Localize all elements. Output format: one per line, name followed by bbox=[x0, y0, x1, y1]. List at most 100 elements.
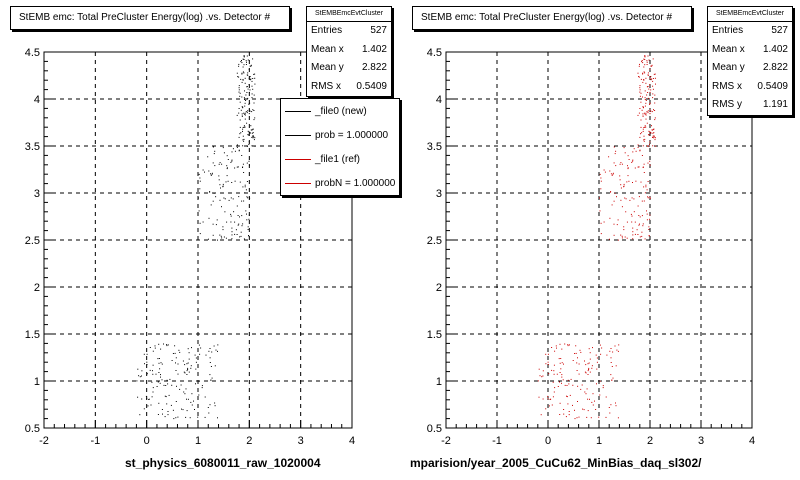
data-point bbox=[158, 358, 160, 359]
data-point bbox=[234, 233, 236, 235]
data-point bbox=[641, 200, 643, 202]
data-point bbox=[600, 222, 602, 224]
data-point bbox=[249, 164, 250, 166]
data-point bbox=[252, 128, 254, 130]
data-point bbox=[649, 77, 651, 79]
y-tick-label: 4 bbox=[436, 94, 442, 106]
data-point bbox=[249, 102, 251, 104]
data-point bbox=[559, 402, 561, 404]
data-point bbox=[653, 128, 655, 130]
stats-value: 1.402 bbox=[762, 43, 788, 55]
data-point bbox=[204, 396, 206, 398]
data-point bbox=[649, 109, 651, 111]
legend-label: _file1 (ref) bbox=[315, 153, 361, 165]
data-point bbox=[160, 362, 162, 364]
data-point bbox=[621, 237, 623, 239]
data-point bbox=[183, 371, 185, 373]
data-point bbox=[202, 169, 204, 171]
data-point bbox=[640, 126, 642, 128]
data-point bbox=[643, 135, 645, 137]
data-point bbox=[201, 387, 203, 389]
data-point bbox=[602, 385, 604, 387]
data-point bbox=[210, 366, 212, 367]
data-point bbox=[625, 198, 627, 200]
data-point bbox=[547, 398, 549, 400]
data-point bbox=[591, 365, 593, 367]
data-point bbox=[542, 398, 544, 400]
data-point bbox=[643, 112, 645, 114]
data-point bbox=[551, 369, 553, 371]
data-point bbox=[212, 200, 214, 202]
data-point bbox=[584, 391, 586, 393]
data-point bbox=[226, 165, 228, 167]
stats-value: 1.191 bbox=[762, 99, 788, 110]
data-point bbox=[549, 399, 551, 400]
data-point bbox=[589, 352, 591, 354]
data-point bbox=[653, 137, 655, 139]
data-point bbox=[556, 347, 557, 349]
data-point bbox=[227, 159, 229, 160]
right-panel: -2 -1 0 1 2 3 4 0.5 1 1.5 2 2.5 3 3.5 4 4.5 StEMB emc: … bbox=[400, 0, 800, 480]
data-point bbox=[644, 113, 646, 115]
y-tick-label: 1 bbox=[436, 376, 442, 388]
data-point bbox=[249, 65, 251, 67]
data-point bbox=[652, 80, 654, 82]
data-point bbox=[174, 345, 176, 347]
data-point bbox=[646, 219, 648, 221]
data-point bbox=[624, 152, 626, 154]
data-point bbox=[616, 196, 617, 198]
data-point bbox=[219, 234, 221, 236]
data-point bbox=[172, 409, 174, 411]
data-point bbox=[160, 348, 162, 350]
data-point bbox=[241, 96, 243, 98]
data-point bbox=[211, 172, 213, 174]
data-point bbox=[577, 401, 578, 402]
right-plot-title: StEMB emc: Total PreCluster Energy(log) … bbox=[412, 6, 692, 30]
data-point bbox=[143, 353, 145, 355]
data-point bbox=[620, 187, 622, 189]
data-point bbox=[238, 223, 240, 225]
data-point bbox=[615, 150, 617, 152]
data-point bbox=[566, 395, 567, 397]
data-point bbox=[239, 101, 241, 103]
data-point bbox=[252, 137, 254, 139]
data-point bbox=[186, 363, 188, 365]
data-point bbox=[201, 385, 203, 387]
data-point bbox=[243, 55, 245, 57]
data-point bbox=[225, 181, 227, 183]
data-point bbox=[642, 106, 644, 108]
legend-label: _file0 (new) bbox=[315, 105, 367, 117]
data-point bbox=[643, 200, 645, 202]
left-stats-box: StEMBEmcEvtCluster Entries 527 Mean x 1.… bbox=[306, 6, 392, 97]
data-point bbox=[223, 152, 225, 154]
y-tick-label: 3 bbox=[34, 188, 40, 200]
data-point bbox=[615, 402, 616, 404]
data-point bbox=[599, 394, 601, 396]
data-point bbox=[146, 398, 148, 400]
data-point bbox=[252, 135, 253, 137]
data-point bbox=[154, 345, 156, 347]
data-point bbox=[645, 118, 647, 120]
data-point bbox=[584, 371, 586, 373]
data-point bbox=[570, 378, 572, 380]
data-point bbox=[650, 76, 652, 78]
data-point bbox=[244, 112, 246, 114]
data-point bbox=[159, 382, 161, 384]
data-point bbox=[643, 66, 645, 68]
data-point bbox=[246, 61, 247, 63]
data-point bbox=[643, 140, 645, 142]
data-point bbox=[568, 414, 570, 416]
data-point bbox=[226, 221, 228, 223]
data-point bbox=[242, 139, 244, 141]
data-point bbox=[648, 59, 650, 61]
data-point bbox=[213, 345, 215, 347]
data-point bbox=[610, 404, 612, 406]
data-point bbox=[608, 407, 610, 408]
data-point bbox=[588, 362, 590, 364]
data-point bbox=[553, 391, 555, 393]
data-point bbox=[639, 216, 641, 218]
data-point bbox=[619, 175, 621, 177]
data-point bbox=[613, 162, 615, 164]
data-point bbox=[223, 236, 225, 238]
data-point bbox=[210, 204, 212, 206]
